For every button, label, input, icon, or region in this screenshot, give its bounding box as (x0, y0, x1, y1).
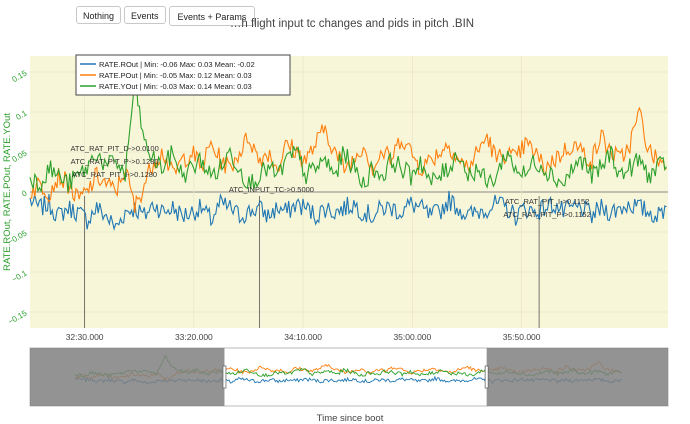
event-labels: ATC_RAT_PIT_D->0.0100 ATC_RAT_PIT_P->0.12… (70, 144, 590, 219)
x-tick-label: 33:20.000 (175, 332, 213, 342)
toolbar: Nothing Events Events + Params (76, 6, 256, 26)
x-tick-label: 34:10.000 (284, 332, 322, 342)
y-tick-label: 0.05 (11, 148, 29, 164)
range-handle-right[interactable] (484, 365, 489, 389)
x-tick-label: 35:50.000 (503, 332, 541, 342)
y-tick-label: 0 (20, 188, 29, 198)
event-label: ATC_RAT_PIT_I->0.1152 (505, 197, 589, 206)
y-tick-label: 0.1 (14, 108, 29, 122)
x-tick-label: 35:00.000 (393, 332, 431, 342)
events-params-button[interactable]: Events + Params (168, 6, 256, 26)
legend: RATE.ROut | Min: -0.06 Max: 0.03 Mean: -… (75, 54, 291, 96)
range-mask-right (486, 348, 668, 406)
chart-title: …h flight input tc changes and pids in p… (230, 18, 474, 30)
y-tick-label: 0.15 (11, 68, 29, 84)
event-label: ATC_INPUT_TC->0.5000 (229, 185, 314, 194)
x-tick-label: 32:30.000 (66, 332, 104, 342)
events-button[interactable]: Events (124, 6, 166, 24)
legend-entry: RATE.POut | Min: -0.05 Max: 0.12 Mean: 0… (99, 71, 252, 80)
y-tick-label: −0.15 (6, 308, 29, 326)
x-axis-ticks: 32:30.000 33:20.000 34:10.000 35:00.000 35:5… (66, 332, 541, 342)
event-label: ATC_RAT_PIT_D->0.0100 (70, 144, 158, 153)
event-label: ATC_RAT_PIT_P->0.1152 (503, 210, 590, 219)
event-label: ATC_RAT_PIT_P->0.1280 (71, 157, 159, 166)
y-axis-label: RATE.ROut, RATE.POut, RATE.YOut (2, 113, 13, 271)
range-handle-left[interactable] (222, 365, 227, 389)
nothing-button[interactable]: Nothing (76, 6, 122, 24)
series-line-rate-rout (29, 190, 667, 232)
legend-entry: RATE.YOut | Min: -0.03 Max: 0.14 Mean: 0… (99, 82, 252, 91)
range-mask-left (30, 348, 225, 406)
legend-entry: RATE.ROut | Min: -0.06 Max: 0.03 Mean: -… (99, 60, 255, 69)
y-tick-label: −0.1 (10, 268, 29, 284)
x-axis-label: Time since boot (317, 413, 384, 424)
event-label: ATC_RAT_PIT_I->0.1280 (72, 170, 157, 179)
range-slider[interactable] (29, 347, 669, 407)
